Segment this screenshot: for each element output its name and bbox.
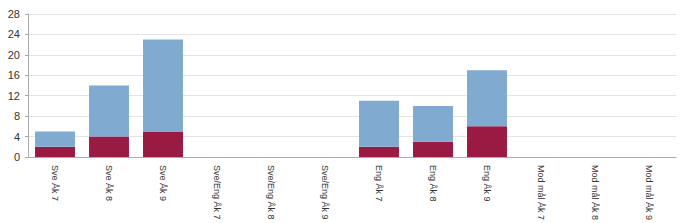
svg-text:0: 0 [14,151,20,163]
svg-text:Mod mål Åk 8: Mod mål Åk 8 [590,165,600,220]
svg-text:20: 20 [8,49,20,61]
svg-text:Sve/Eng Åk 8: Sve/Eng Åk 8 [266,165,276,220]
svg-text:Eng Åk 8: Eng Åk 8 [428,165,438,202]
svg-text:24: 24 [8,28,20,40]
svg-text:Sve Åk 8: Sve Åk 8 [104,165,114,201]
svg-text:8: 8 [14,110,20,122]
svg-text:Sve Åk 7: Sve Åk 7 [50,165,60,201]
svg-text:Sve Åk 9: Sve Åk 9 [158,165,168,201]
svg-text:Sve/Eng Åk 9: Sve/Eng Åk 9 [320,165,330,220]
svg-text:Eng Åk 7: Eng Åk 7 [374,165,384,202]
svg-text:Eng Åk 9: Eng Åk 9 [482,165,492,202]
svg-text:16: 16 [8,69,20,81]
svg-text:12: 12 [8,90,20,102]
svg-text:Sve/Eng Åk 7: Sve/Eng Åk 7 [212,165,222,220]
svg-text:Mod mål Åk 9: Mod mål Åk 9 [644,165,654,220]
svg-text:4: 4 [14,131,20,143]
svg-text:Mod mål Åk 7: Mod mål Åk 7 [536,165,546,220]
svg-text:28: 28 [8,8,20,20]
